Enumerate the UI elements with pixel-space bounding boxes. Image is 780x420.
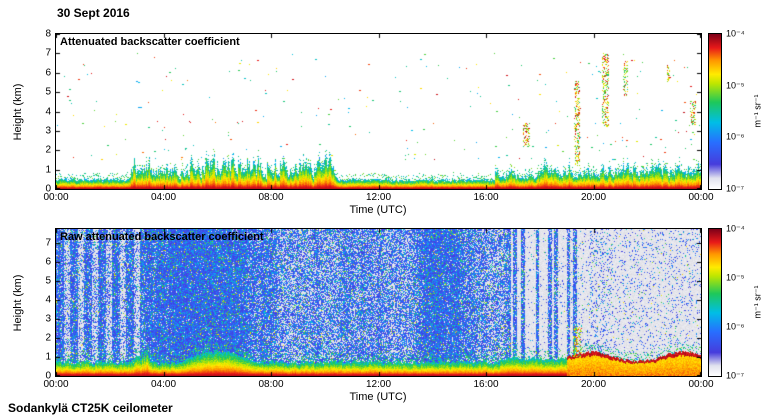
height-tick-label: 8 (45, 28, 51, 40)
height-tick-label: 3 (45, 125, 51, 137)
time-tick-label: 04:00 (150, 379, 177, 390)
height-tick-label: 1 (45, 164, 51, 176)
colorbar-unit-bottom: m⁻¹ sr⁻¹ (752, 285, 763, 319)
height-tick-label: 4 (45, 294, 51, 306)
panel-title-attenuated: Attenuated backscatter coefficient (60, 36, 240, 48)
time-tick-label: 16:00 (473, 192, 499, 203)
height-tick-label: 6 (45, 256, 51, 268)
time-tick-label: 00:00 (43, 379, 69, 390)
colorbar-tick-label: 10⁻⁶ (726, 131, 745, 142)
time-tick-label: 20:00 (580, 379, 607, 390)
colorbar-bottom (708, 228, 722, 377)
date-label: 30 Sept 2016 (57, 6, 130, 20)
instrument-label: Sodankylä CT25K ceilometer (8, 401, 173, 415)
height-axis-label-bottom: Height (km) (12, 274, 24, 332)
attenuated-backscatter-heatmap (56, 34, 701, 189)
colorbar-tick-label: 10⁻⁵ (726, 272, 745, 283)
height-tick-label: 1 (45, 351, 51, 363)
time-tick-label: 00:00 (688, 379, 714, 390)
time-tick-label: 16:00 (473, 379, 499, 390)
height-tick-label: 6 (45, 67, 51, 79)
colorbar-unit-top: m⁻¹ sr⁻¹ (752, 94, 763, 128)
time-tick-label: 20:00 (580, 192, 607, 203)
colorbar-tick-label: 10⁻⁵ (726, 80, 745, 91)
colorbar-top (708, 33, 722, 190)
time-tick-label: 12:00 (365, 379, 392, 390)
time-tick-label: 08:00 (258, 192, 284, 203)
height-tick-label: 7 (45, 237, 51, 249)
colorbar-tick-label: 10⁻⁷ (726, 370, 745, 381)
height-tick-label: 5 (45, 86, 51, 98)
raw-backscatter-heatmap (56, 229, 701, 376)
height-tick-label: 3 (45, 313, 51, 325)
time-tick-label: 00:00 (43, 192, 69, 203)
time-tick-label: 00:00 (688, 192, 714, 203)
colorbar-tick-label: 10⁻⁷ (726, 183, 745, 194)
time-tick-label: 04:00 (150, 192, 177, 203)
time-tick-label: 12:00 (365, 192, 392, 203)
attenuated-backscatter-panel: Attenuated backscatter coefficient (55, 33, 702, 190)
colorbar-tick-label: 10⁻⁴ (726, 28, 745, 39)
time-axis-label-top: Time (UTC) (349, 204, 407, 216)
height-tick-label: 0 (45, 183, 51, 195)
time-axis-label-bottom: Time (UTC) (349, 391, 407, 403)
height-tick-label: 5 (45, 275, 51, 287)
height-tick-label: 2 (45, 332, 51, 344)
colorbar-tick-label: 10⁻⁴ (726, 223, 745, 234)
height-tick-label: 2 (45, 144, 51, 156)
colorbar-tick-label: 10⁻⁶ (726, 321, 745, 332)
panel-title-raw: Raw attenuated backscatter coefficient (60, 231, 264, 243)
height-tick-label: 4 (45, 106, 51, 117)
time-tick-label: 08:00 (258, 379, 284, 390)
height-tick-label: 7 (45, 47, 51, 59)
height-tick-label: 0 (45, 370, 51, 382)
height-axis-label-top: Height (km) (12, 83, 24, 141)
raw-backscatter-panel: Raw attenuated backscatter coefficient (55, 228, 702, 377)
